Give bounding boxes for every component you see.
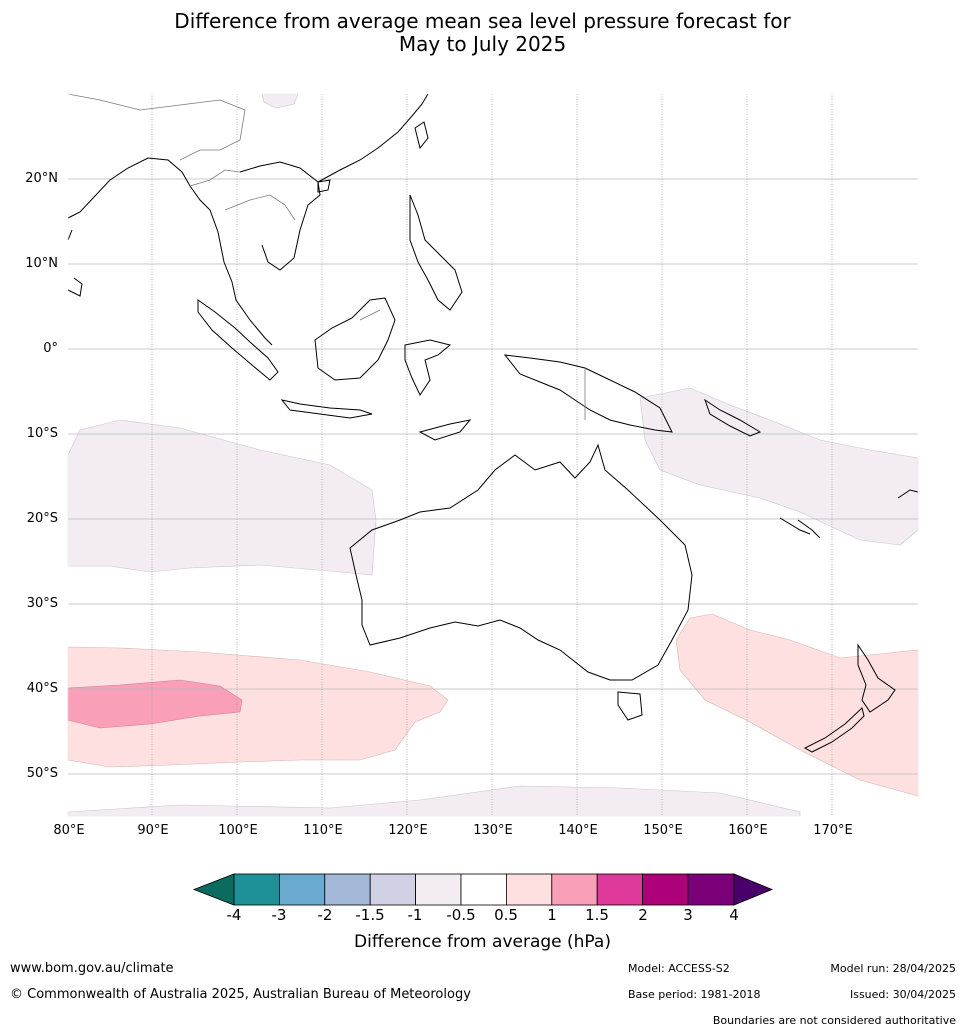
lat-label-40s: 40°S: [26, 681, 58, 696]
lon-label-80e: 80°E: [53, 823, 85, 838]
colorbar-cell-1: [233, 873, 280, 906]
lat-label-0: 0°: [43, 341, 58, 356]
meridians: [151, 94, 833, 816]
colorbar-cell-0: [192, 873, 235, 906]
coast-timor: [418, 419, 472, 441]
coast-vanuatu-fiji: [779, 489, 919, 539]
gridlines: [68, 178, 918, 775]
coast-java: [280, 399, 373, 419]
colorbar-cell-6: [460, 873, 507, 906]
colorbar-tick: 3: [683, 906, 693, 924]
colorbar-cell-7: [505, 873, 553, 906]
title-line-2: May to July 2025: [398, 32, 567, 56]
coast-sulawesi: [404, 339, 452, 397]
colorbar-cell-4: [369, 873, 417, 906]
coast-philippines: [409, 194, 463, 311]
colorbar-tick: 2: [638, 906, 648, 924]
colorbar-tick: -3: [271, 906, 287, 924]
coast-new-guinea: [503, 354, 673, 433]
lat-label-10n: 10°N: [25, 256, 58, 271]
base-period-text: Base period: 1981-2018: [628, 988, 761, 1001]
coast-asia-mainland: [67, 93, 429, 346]
lat-label-50s: 50°S: [26, 766, 58, 781]
anomaly-fields: [67, 93, 919, 817]
colorbar-tick: -1: [407, 906, 423, 924]
colorbar-cell-9: [596, 873, 644, 906]
colorbar-tick: 0.5: [494, 906, 518, 924]
website-text: www.bom.gov.au/climate: [10, 961, 174, 976]
issued-text: Issued: 30/04/2025: [849, 988, 956, 1001]
lon-label-150e: 150°E: [643, 823, 683, 838]
lon-label-170e: 170°E: [813, 823, 853, 838]
coastlines: [67, 93, 919, 753]
colorbar-cell-2: [278, 873, 326, 906]
colorbar-cell-5: [415, 873, 462, 906]
lat-label-20n: 20°N: [25, 171, 58, 186]
colorbar-cell-11: [687, 873, 735, 906]
lon-label-120e: 120°E: [388, 823, 428, 838]
lon-label-100e: 100°E: [218, 823, 258, 838]
anomaly-pos05-southwest: [67, 646, 449, 768]
coast-sumatra: [197, 299, 279, 381]
colorbar-tick: 4: [729, 906, 739, 924]
lon-label-110e: 110°E: [303, 823, 343, 838]
coast-borneo: [314, 297, 396, 381]
colorbar-cell-10: [642, 873, 689, 906]
coast-australia: [349, 443, 693, 681]
title-line-1: Difference from average mean sea level p…: [174, 9, 791, 33]
model-run-text: Model run: 28/04/2025: [830, 962, 956, 975]
coast-tasmania: [617, 691, 643, 721]
borders: [67, 93, 586, 420]
colorbar-tick: -2: [317, 906, 333, 924]
colorbar-tick: 1: [547, 906, 557, 924]
colorbar-label: Difference from average (hPa): [354, 932, 611, 952]
lon-label-140e: 140°E: [558, 823, 598, 838]
anomaly-neg05-east: [639, 387, 919, 546]
coast-new-zealand-north: [857, 643, 896, 713]
lat-label-20s: 20°S: [26, 511, 58, 526]
coast-taiwan: [414, 121, 429, 150]
coast-solomons: [704, 398, 762, 437]
lon-label-130e: 130°E: [473, 823, 513, 838]
colorbar-cell-3: [324, 873, 371, 906]
lon-label-160e: 160°E: [728, 823, 768, 838]
lat-label-30s: 30°S: [26, 596, 58, 611]
boundaries-disclaimer: Boundaries are not considered authoritat…: [712, 1014, 956, 1027]
colorbar-cell-8: [551, 873, 598, 906]
copyright-text: © Commonwealth of Australia 2025, Austra…: [10, 987, 471, 1002]
anomaly-neg05-west: [67, 419, 377, 576]
colorbar-tick: -4: [226, 906, 242, 924]
colorbar-tick: -1.5: [355, 906, 385, 924]
lon-label-90e: 90°E: [137, 823, 169, 838]
coast-new-zealand-south: [803, 707, 865, 753]
model-text: Model: ACCESS-S2: [628, 962, 730, 975]
lat-label-10s: 10°S: [26, 426, 58, 441]
colorbar-tick: 1.5: [585, 906, 609, 924]
anomaly-pos10-southwest: [67, 679, 243, 729]
colorbar-tick: -0.5: [446, 906, 476, 924]
colorbar-cell-12: [733, 873, 774, 906]
coast-hainan: [317, 179, 331, 193]
map-title: Difference from average mean sea level p…: [0, 10, 965, 56]
coast-india-tip: [67, 229, 83, 297]
